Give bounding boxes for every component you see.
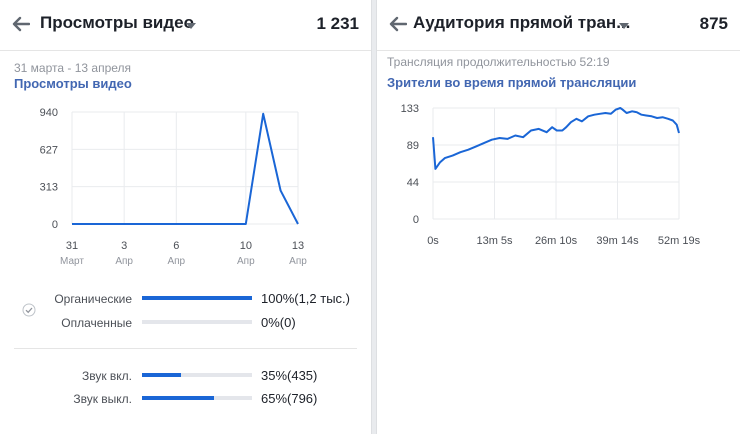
live-audience-card: Аудитория прямой тран... 875 Трансляция … [376, 0, 740, 434]
chevron-down-icon[interactable] [186, 23, 196, 29]
y-tick-label: 44 [407, 177, 419, 189]
x-tick-month-label: Апр [289, 256, 307, 267]
back-arrow-icon[interactable] [12, 16, 30, 32]
x-tick-month-label: Апр [167, 256, 185, 267]
legend-value: 100%(1,2 тыс.) [261, 291, 351, 306]
y-tick-label: 89 [407, 140, 419, 152]
legend-label: Оплаченные [61, 316, 132, 330]
video-views-card: Просмотры видео 1 231 31 марта - 13 апре… [0, 0, 372, 434]
legend-label: Звук выкл. [73, 392, 132, 406]
metric-link[interactable]: Зрители во время прямой трансляции [387, 75, 637, 90]
progress-bar [142, 396, 252, 400]
card-header: Аудитория прямой тран... 875 [377, 0, 740, 51]
date-range: 31 марта - 13 апреля [14, 61, 132, 75]
checkmark-circle-icon[interactable] [22, 303, 36, 317]
y-tick-label: 0 [52, 219, 58, 231]
y-tick-label: 133 [401, 103, 419, 115]
x-tick-label: 31 [66, 240, 78, 252]
chevron-down-icon[interactable] [619, 23, 629, 29]
progress-bar [142, 296, 252, 300]
legend-value: 35%(435) [261, 368, 318, 383]
metric-link[interactable]: Просмотры видео [14, 76, 132, 91]
x-tick-label: 52m 19s [658, 235, 701, 247]
x-tick-label: 6 [173, 240, 179, 252]
x-tick-month-label: Апр [115, 256, 133, 267]
card-title: Просмотры видео [40, 13, 195, 32]
legend-value: 0%(0) [261, 315, 296, 330]
progress-bar [142, 373, 252, 377]
x-tick-label: 26m 10s [535, 235, 578, 247]
y-tick-label: 627 [40, 144, 58, 156]
legend-value: 65%(796) [261, 391, 318, 406]
x-tick-label: 13m 5s [476, 235, 513, 247]
x-tick-label: 13 [292, 240, 304, 252]
card-header: Просмотры видео 1 231 [0, 0, 371, 51]
x-tick-label: 0s [427, 235, 439, 247]
y-tick-label: 940 [40, 107, 58, 119]
y-tick-label: 313 [40, 182, 58, 194]
total-count: 875 [699, 14, 728, 33]
total-count: 1 231 [316, 14, 359, 33]
back-arrow-icon[interactable] [389, 16, 407, 32]
series-line [432, 107, 680, 170]
x-tick-month-label: Март [60, 256, 84, 267]
x-tick-label: 39m 14s [596, 235, 639, 247]
legend-label: Звук вкл. [81, 369, 132, 383]
video-views-chart: 940 627 313 0 31 Март 3 Апр 6 Апр 10 Апр 13 Апр [40, 107, 308, 267]
progress-fill [142, 396, 214, 400]
series-line [72, 112, 299, 225]
card-title: Аудитория прямой тран... [413, 13, 631, 32]
x-tick-month-label: Апр [237, 256, 255, 267]
y-tick-label: 0 [413, 214, 419, 226]
x-tick-label: 3 [121, 240, 127, 252]
x-tick-label: 10 [240, 240, 252, 252]
progress-bar [142, 320, 252, 324]
progress-fill [142, 296, 252, 300]
divider [14, 348, 357, 349]
legend-label: Органические [54, 292, 132, 306]
live-viewers-chart: 133 89 44 0 0s 13m 5s 26m 10s 39m 14s 52m 19s [401, 103, 701, 247]
progress-fill [142, 373, 181, 377]
stream-duration: Трансляция продолжительностью 52:19 [387, 55, 610, 69]
